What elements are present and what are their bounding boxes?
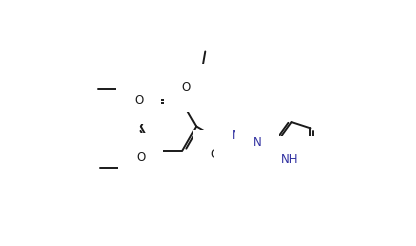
Text: O: O bbox=[134, 94, 143, 107]
Text: N: N bbox=[253, 136, 262, 149]
Text: O: O bbox=[136, 151, 145, 164]
Text: O: O bbox=[182, 81, 191, 94]
Text: O: O bbox=[210, 148, 220, 161]
Text: H: H bbox=[237, 128, 245, 138]
Text: NH: NH bbox=[281, 153, 299, 166]
Text: N: N bbox=[232, 129, 241, 142]
